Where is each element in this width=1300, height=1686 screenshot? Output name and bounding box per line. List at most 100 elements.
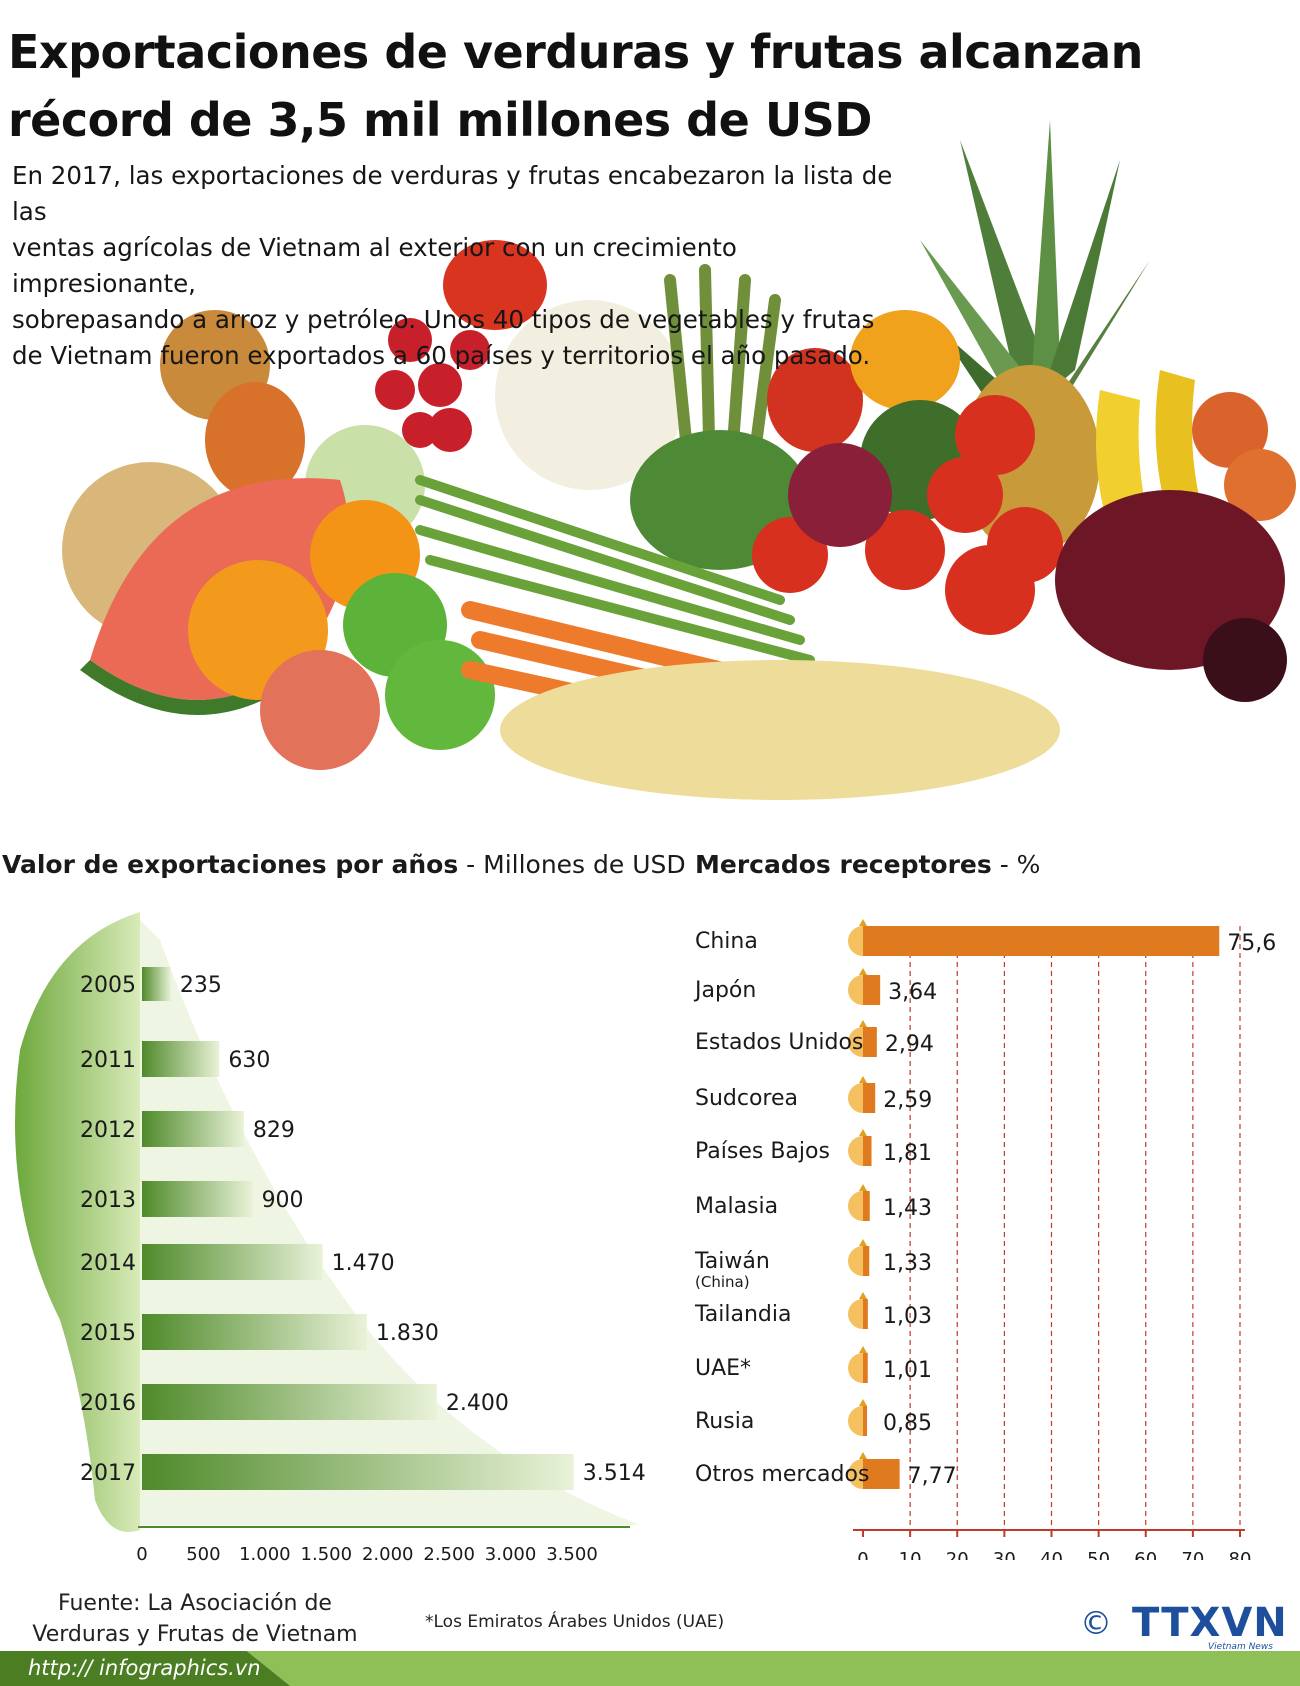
x-tick-label: 3.000 xyxy=(485,1544,537,1565)
x-tick-label: 2.000 xyxy=(362,1544,414,1565)
export-bar xyxy=(142,1244,323,1280)
fruit-stem-icon xyxy=(859,1452,867,1459)
intro-paragraph: En 2017, las exportaciones de verduras y… xyxy=(12,158,912,374)
export-chart-title-bold: Valor de exportaciones por años xyxy=(2,850,459,879)
market-bar xyxy=(863,1083,876,1113)
export-value-label: 1.470 xyxy=(332,1251,395,1276)
title-line-1: Exportaciones de verduras y frutas alcan… xyxy=(8,25,1143,79)
export-chart-title-unit: - Millones de USD xyxy=(458,850,686,879)
markets-chart-title-bold: Mercados receptores xyxy=(695,850,992,879)
tomatoes xyxy=(752,395,1063,635)
source-line-1: Fuente: La Asociación de xyxy=(58,1591,332,1616)
market-value-label: 1,03 xyxy=(883,1304,932,1329)
market-label: Estados Unidos xyxy=(695,1030,863,1055)
market-value-label: 0,85 xyxy=(883,1411,932,1436)
export-bar xyxy=(142,1384,437,1420)
export-value-label: 1.830 xyxy=(376,1321,439,1346)
year-label: 2017 xyxy=(80,1461,136,1486)
fruit-stem-icon xyxy=(859,1239,867,1246)
market-bar xyxy=(863,975,881,1005)
market-label: China xyxy=(695,929,758,954)
x-tick-label: 70 xyxy=(1181,1549,1204,1560)
scallions xyxy=(415,475,815,665)
market-label: Rusia xyxy=(695,1409,754,1434)
market-bar xyxy=(863,1406,868,1436)
market-label: Sudcorea xyxy=(695,1086,798,1111)
fruit-icon xyxy=(848,1246,863,1276)
market-bar xyxy=(863,1191,870,1221)
market-sublabel: (China) xyxy=(695,1273,750,1291)
x-tick-label: 1.000 xyxy=(239,1544,291,1565)
market-value-label: 2,94 xyxy=(885,1032,934,1057)
x-tick-label: 30 xyxy=(993,1549,1016,1560)
peach-2 xyxy=(1224,449,1296,521)
mango-2 xyxy=(205,382,305,498)
x-tick-label: 1.500 xyxy=(301,1544,353,1565)
fruit-icon xyxy=(848,1027,863,1057)
uae-footnote: *Los Emiratos Árabes Unidos (UAE) xyxy=(425,1612,725,1632)
fruit-stem-icon xyxy=(859,1292,867,1299)
fruit-icon xyxy=(848,1353,863,1383)
market-value-label: 7,77 xyxy=(908,1464,957,1489)
x-tick-label: 20 xyxy=(946,1549,969,1560)
market-label: UAE* xyxy=(695,1356,751,1381)
market-bar xyxy=(863,1246,870,1276)
website-link[interactable]: http:// infographics.vn xyxy=(28,1656,261,1680)
x-tick-label: 80 xyxy=(1229,1549,1252,1560)
export-bar xyxy=(142,1181,253,1217)
market-value-label: 2,59 xyxy=(883,1088,932,1113)
export-value-label: 829 xyxy=(253,1118,295,1143)
title-line-2: récord de 3,5 mil millones de USD xyxy=(8,93,873,147)
fruit-icon xyxy=(848,1406,863,1436)
year-label: 2016 xyxy=(80,1391,136,1416)
fruit-stem-icon xyxy=(859,1076,867,1083)
page-title: Exportaciones de verduras y frutas alcan… xyxy=(8,18,1188,154)
x-tick-label: 0 xyxy=(857,1549,868,1560)
export-value-chart: 2005 235 2011 630 2012 829 2013 900 2014 1.470 201… xyxy=(15,912,646,1565)
market-bar xyxy=(863,1459,900,1489)
markets-chart-title: Mercados receptores - % xyxy=(695,850,1040,879)
source-note: Fuente: La Asociación de Verduras y Frut… xyxy=(30,1588,360,1650)
market-bar xyxy=(863,1027,877,1057)
export-bar xyxy=(142,1314,367,1350)
x-tick-label: 40 xyxy=(1040,1549,1063,1560)
markets-chart-title-unit: - % xyxy=(991,850,1041,879)
market-value-label: 1,43 xyxy=(883,1196,932,1221)
year-label: 2013 xyxy=(80,1188,136,1213)
markets-chart: China 75,6 Japón 3,64 Estados Unidos 2,94 Sudc… xyxy=(693,919,1276,1560)
yellow-pepper xyxy=(850,310,960,410)
footer-bar: http:// infographics.vn xyxy=(0,1651,1300,1686)
red-pepper xyxy=(443,240,547,330)
pineapple-leaves xyxy=(920,120,1150,420)
fruit-icon xyxy=(848,1136,863,1166)
market-bar xyxy=(863,1353,868,1383)
export-bar xyxy=(142,967,171,1001)
market-value-label: 75,6 xyxy=(1227,931,1276,956)
fruit-stem-icon xyxy=(859,919,867,926)
market-value-label: 1,01 xyxy=(883,1358,932,1383)
cauliflower xyxy=(495,300,685,490)
x-tick-label: 2.500 xyxy=(423,1544,475,1565)
intro-line: En 2017, las exportaciones de verduras y… xyxy=(12,161,893,226)
red-apple xyxy=(260,650,380,770)
banana-2 xyxy=(1155,370,1240,610)
fruit-stem-icon xyxy=(859,1020,867,1027)
bok-choy-background xyxy=(15,912,140,1532)
export-bar xyxy=(142,1454,574,1490)
export-value-label: 630 xyxy=(228,1048,270,1073)
export-bar xyxy=(142,1041,220,1077)
x-tick-label: 60 xyxy=(1134,1549,1157,1560)
url-badge: http:// infographics.vn xyxy=(0,1651,290,1686)
ttxvn-logo: © TTXVN Vietnam News Agency xyxy=(1080,1600,1300,1662)
market-bar xyxy=(863,1299,868,1329)
fruit-stem-icon xyxy=(859,1399,867,1406)
intro-line: de Vietnam fueron exportados a 60 países… xyxy=(12,341,871,370)
produce-illustration xyxy=(62,120,1296,800)
export-value-label: 2.400 xyxy=(446,1391,509,1416)
year-label: 2012 xyxy=(80,1118,136,1143)
year-label: 2014 xyxy=(80,1251,136,1276)
fruit-icon xyxy=(848,926,863,956)
year-label: 2015 xyxy=(80,1321,136,1346)
bok-choy-shadow xyxy=(140,920,640,1525)
